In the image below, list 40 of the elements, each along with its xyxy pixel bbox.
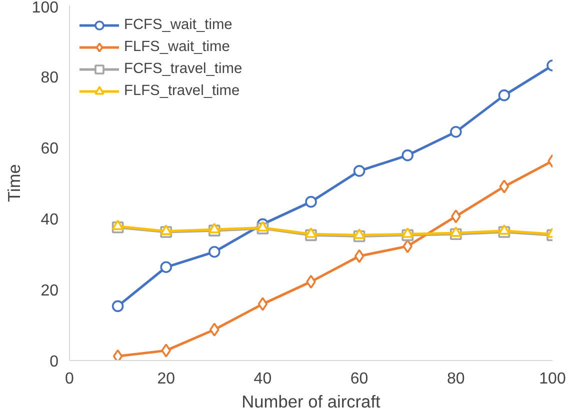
legend-label: FLFS_wait_time bbox=[124, 39, 230, 55]
point bbox=[450, 126, 462, 138]
point bbox=[402, 149, 414, 162]
y-tick-label: 60 bbox=[40, 140, 59, 158]
point bbox=[450, 226, 462, 237]
x-axis-title: Number of aircraft bbox=[242, 392, 381, 412]
legend-label: FCFS_wait_time bbox=[124, 17, 232, 33]
x-tick-label: 80 bbox=[447, 370, 465, 388]
point bbox=[354, 249, 364, 264]
x-tick-label: 100 bbox=[539, 370, 566, 388]
y-tick-label: 0 bbox=[50, 354, 59, 370]
point bbox=[353, 228, 366, 239]
point bbox=[112, 300, 124, 312]
y-tick-label: 40 bbox=[40, 212, 59, 228]
point bbox=[353, 165, 366, 177]
x-tick-label: 20 bbox=[157, 370, 176, 388]
point bbox=[160, 261, 172, 274]
point bbox=[305, 196, 317, 208]
y-tick-label: 20 bbox=[40, 282, 59, 300]
x-tick-label: 40 bbox=[254, 370, 272, 388]
point bbox=[112, 349, 123, 360]
point bbox=[305, 227, 317, 238]
point bbox=[499, 180, 510, 194]
point bbox=[208, 222, 220, 234]
point bbox=[258, 297, 268, 311]
point bbox=[208, 246, 220, 258]
x-tick-label: 0 bbox=[65, 370, 74, 388]
x-tick-label: 60 bbox=[350, 370, 368, 388]
point bbox=[498, 89, 510, 102]
point bbox=[498, 224, 510, 235]
y-tick-label: 100 bbox=[32, 0, 59, 16]
point bbox=[402, 227, 414, 238]
y-axis-title: Time bbox=[4, 164, 24, 202]
point bbox=[112, 220, 124, 230]
point bbox=[161, 344, 171, 358]
legend-label: FCFS_travel_time bbox=[124, 61, 242, 77]
point bbox=[160, 224, 172, 236]
legend-label: FLFS_travel_time bbox=[124, 83, 240, 99]
y-tick-label: 80 bbox=[40, 70, 59, 86]
point bbox=[256, 221, 269, 232]
